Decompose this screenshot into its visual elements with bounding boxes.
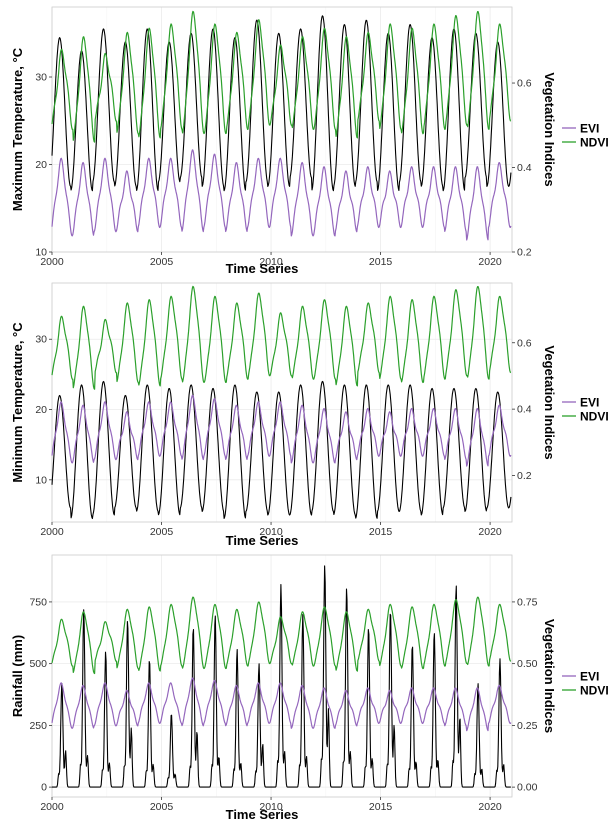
x-tick-label: 2000: [40, 256, 64, 268]
y2-tick-label: 0.4: [517, 404, 532, 416]
x-tick-label: 2020: [478, 256, 502, 268]
legend-label-evi: EVI: [580, 670, 599, 684]
x-axis-title: Time Series: [226, 261, 299, 276]
x-tick-label: 2015: [369, 526, 393, 538]
series-line-ndvi: [51, 596, 512, 675]
series-line-evi: [51, 394, 512, 467]
x-tick-label: 2005: [150, 526, 174, 538]
y2-axis-title: Vegetation Indices: [542, 345, 557, 459]
x-tick-label: 2010: [259, 801, 283, 813]
y-tick-label: 30: [35, 72, 47, 84]
series-line-climate: [51, 565, 511, 788]
x-axis-title: Time Series: [226, 533, 299, 548]
plot-border: [51, 282, 513, 523]
legend-label-ndvi: NDVI: [580, 136, 609, 150]
y2-tick-label: 0.2: [517, 470, 532, 482]
legend-label-evi: EVI: [580, 122, 599, 136]
series-line-evi: [51, 677, 512, 732]
y-axis-title: Rainfall (mm): [10, 635, 25, 717]
y-axis-title: Minimum Temperature, °C: [10, 322, 25, 483]
x-axis-title: Time Series: [226, 807, 299, 822]
y2-axis-title: Vegetation Indices: [542, 72, 557, 186]
legend-label-ndvi: NDVI: [580, 410, 609, 424]
series-line-evi: [51, 149, 512, 241]
series-line-climate: [51, 15, 512, 192]
y2-tick-label: 0.25: [517, 720, 538, 732]
series-line-ndvi: [51, 10, 511, 143]
x-tick-label: 2005: [150, 801, 174, 813]
plot-background: [52, 7, 512, 252]
y2-tick-label: 0.50: [517, 658, 538, 670]
y-axis-title: Maximum Temperature, °C: [10, 47, 25, 211]
y2-tick-label: 0.2: [517, 247, 532, 259]
y-tick-label: 500: [29, 658, 47, 670]
y-tick-label: 10: [35, 474, 47, 486]
legend-label-ndvi: NDVI: [580, 684, 609, 698]
x-tick-label: 2015: [369, 801, 393, 813]
x-tick-label: 2020: [478, 526, 502, 538]
panel-1: 2000 2005 2010 2015 2020 10 20 30 0.2 0.4 0.6 Time …: [10, 6, 609, 276]
y2-axis-title: Vegetation Indices: [542, 619, 557, 733]
y-tick-label: 10: [35, 247, 47, 259]
x-tick-label: 2015: [369, 256, 393, 268]
y-tick-label: 250: [29, 720, 47, 732]
panel-3: 2000 2005 2010 2015 2020 0 250 500 750 0.00 0.25 0.…: [10, 554, 609, 822]
x-tick-label: 2010: [259, 256, 283, 268]
y2-tick-label: 0.75: [517, 596, 538, 608]
y-tick-label: 20: [35, 404, 47, 416]
y-tick-label: 750: [29, 596, 47, 608]
y-tick-label: 0: [41, 782, 47, 794]
legend-label-evi: EVI: [580, 396, 599, 410]
x-tick-label: 2005: [150, 256, 174, 268]
y2-tick-label: 0.6: [517, 337, 532, 349]
y2-tick-label: 0.4: [517, 162, 532, 174]
x-tick-label: 2000: [40, 801, 64, 813]
series-line-ndvi: [51, 285, 512, 390]
plot-border: [51, 6, 513, 253]
x-tick-label: 2010: [259, 526, 283, 538]
x-tick-label: 2000: [40, 526, 64, 538]
y2-tick-label: 0.00: [517, 782, 538, 794]
x-tick-label: 2020: [478, 801, 502, 813]
panel-2: 2000 2005 2010 2015 2020 10 20 30 0.2 0.4 0.6 Time …: [10, 282, 609, 548]
y-tick-label: 20: [35, 159, 47, 171]
y2-tick-label: 0.6: [517, 78, 532, 90]
plot-border: [51, 554, 513, 798]
y-tick-label: 30: [35, 334, 47, 346]
